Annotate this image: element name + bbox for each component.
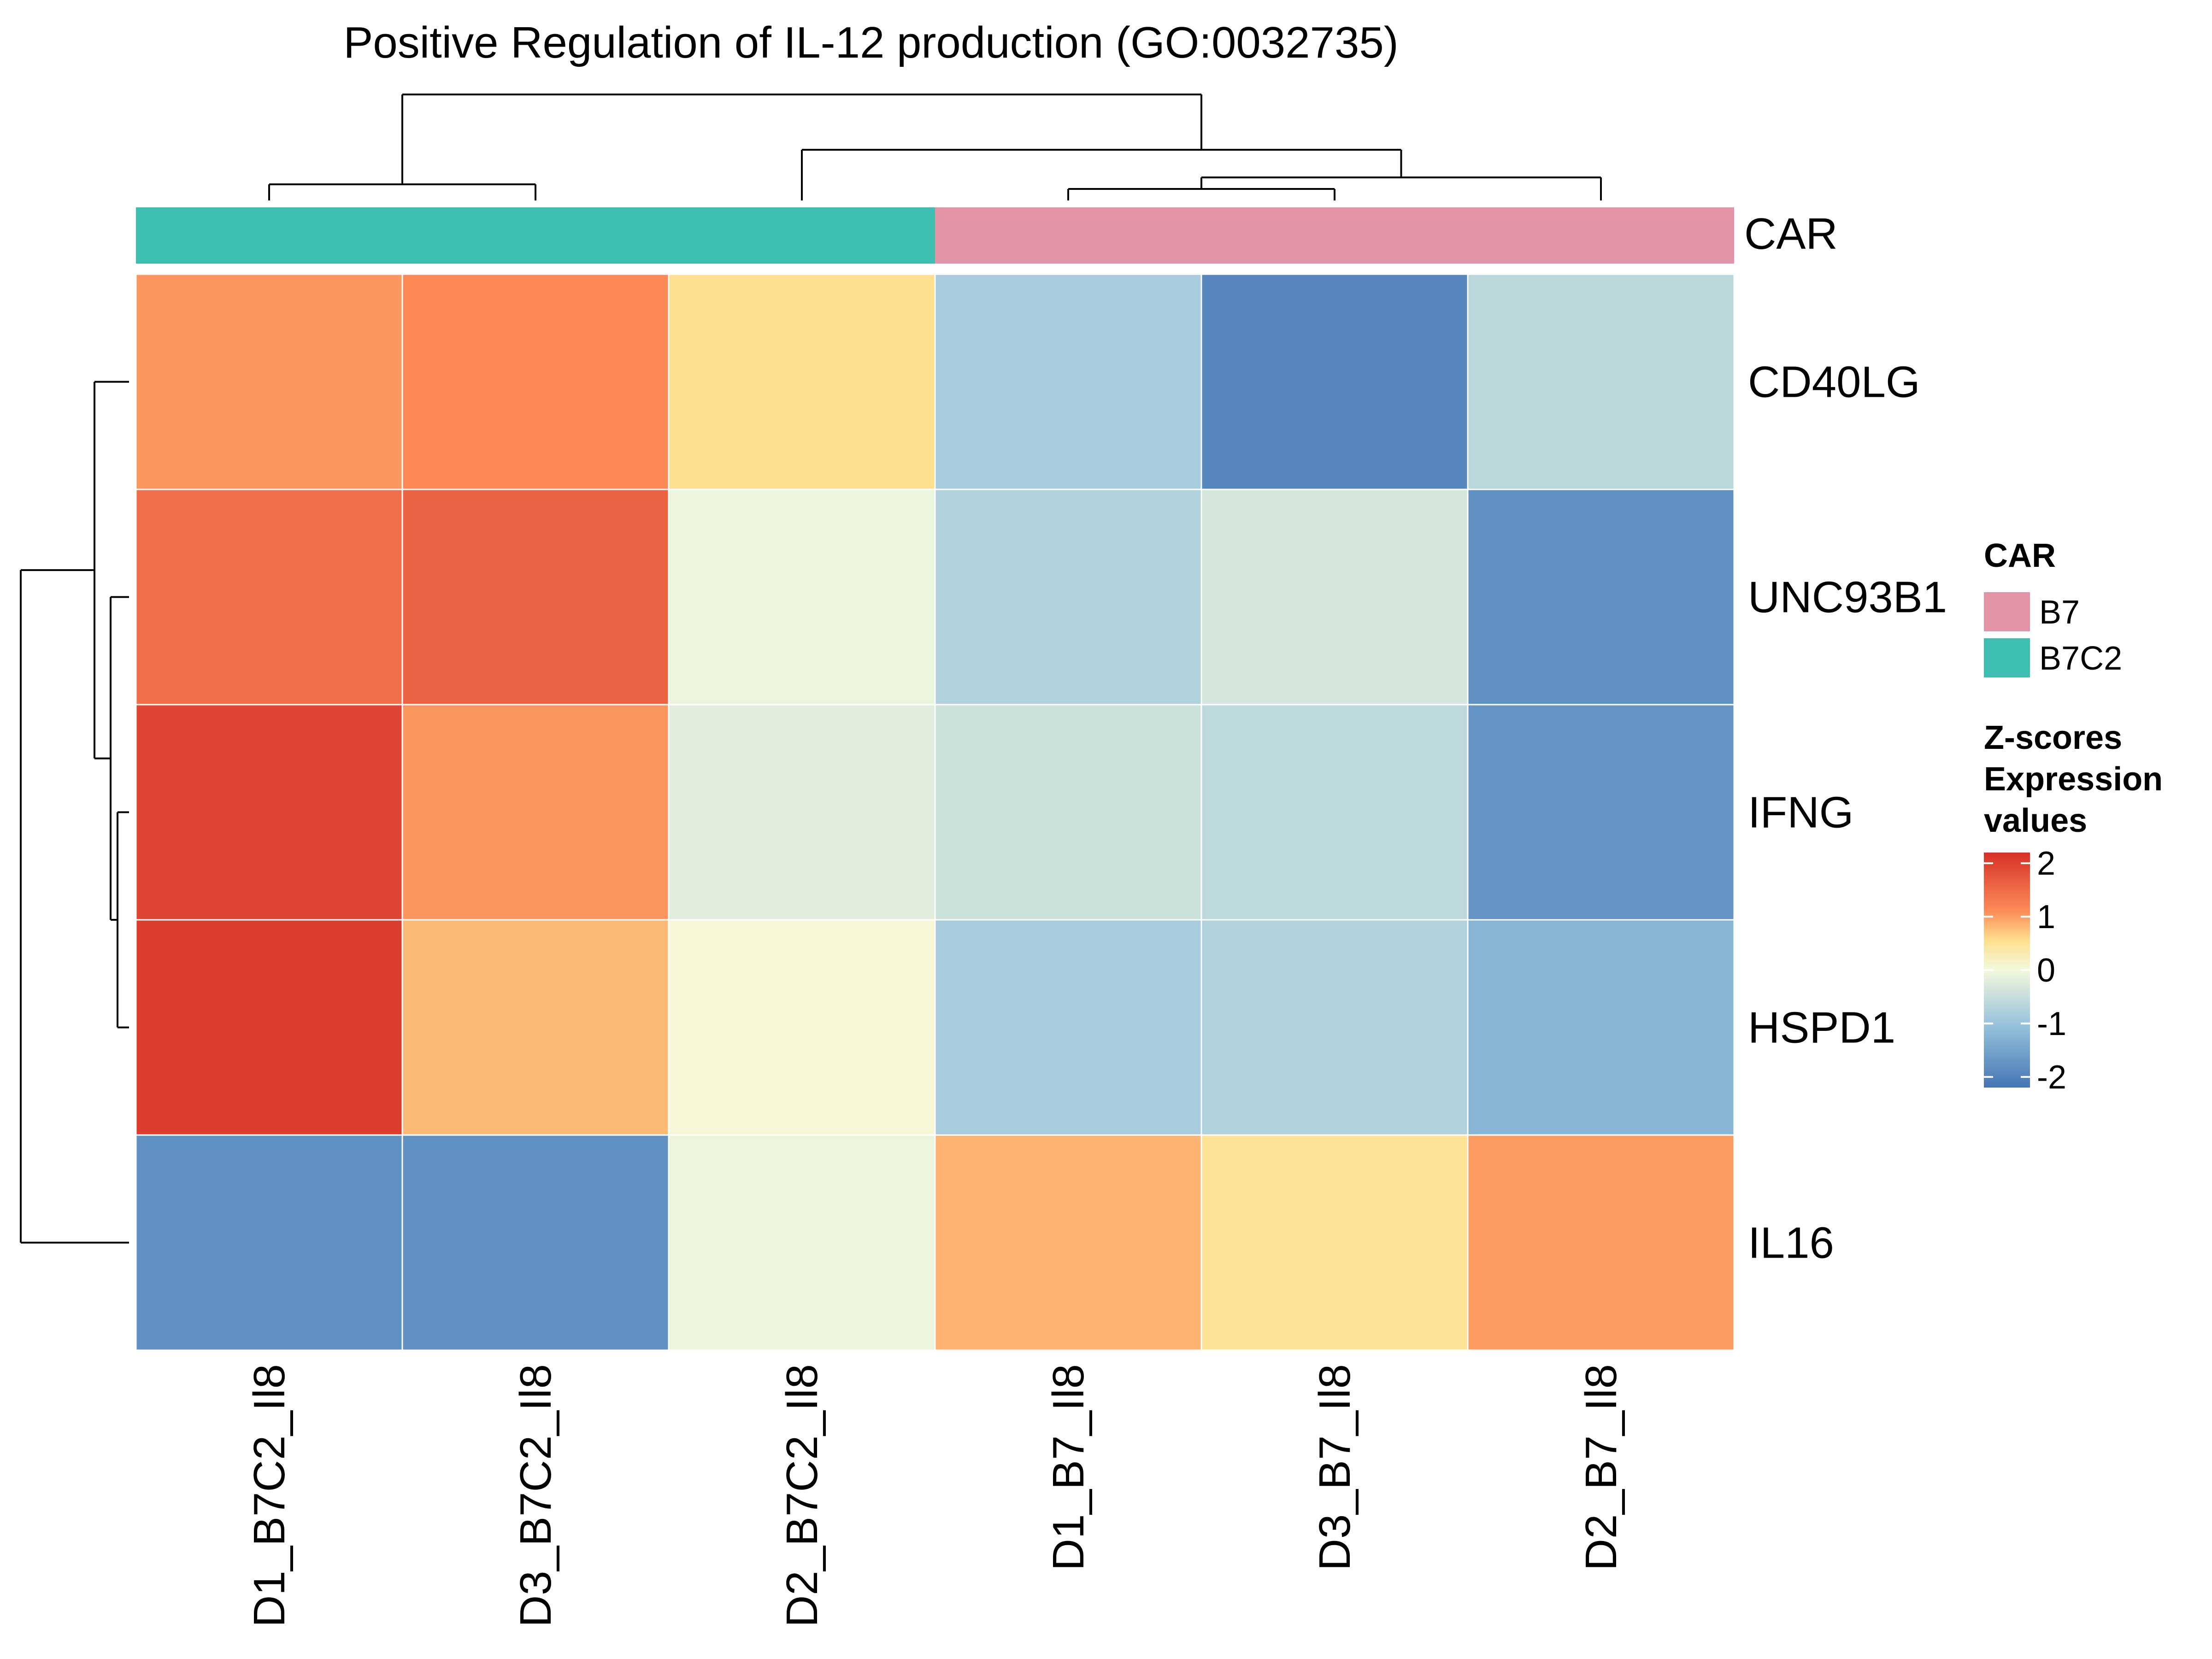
colorbar-tick-label: 2 — [2037, 845, 2055, 882]
heatmap-cell — [401, 273, 670, 490]
car-legend-title: CAR — [1984, 537, 2056, 574]
heatmap-cell — [668, 704, 936, 921]
heatmap-cell — [668, 273, 936, 490]
column-dendrogram — [268, 94, 1602, 200]
heatmap-cell — [668, 1134, 936, 1351]
colorbar-tick-label: -1 — [2037, 1006, 2066, 1042]
heatmap-cell — [135, 273, 403, 490]
zscore-legend-title-line-3: values — [1984, 802, 2087, 839]
row-label: HSPD1 — [1748, 1003, 1895, 1053]
heatmap-cells — [135, 273, 1735, 1351]
heatmap-cell — [668, 919, 936, 1136]
zscore-legend: Z-scores Expression values 2 1 0 -1 -2 — [1984, 719, 2172, 1096]
column-label: D2_B7C2_Il8 — [777, 1364, 827, 1627]
car-legend: CAR B7 B7C2 — [1984, 537, 2122, 677]
annotation-cell — [1201, 207, 1468, 264]
annotation-cell — [669, 207, 935, 264]
row-label: IFNG — [1748, 788, 1853, 837]
heatmap-cell — [1467, 488, 1735, 706]
row-label: UNC93B1 — [1748, 573, 1947, 622]
heatmap-cell — [135, 1134, 403, 1351]
heatmap-cell — [1467, 704, 1735, 921]
annotation-bar-label: CAR — [1744, 209, 1838, 259]
heatmap-cell — [668, 488, 936, 706]
heatmap-cell — [1200, 273, 1469, 490]
car-legend-swatch — [1984, 592, 2030, 631]
row-label: IL16 — [1748, 1218, 1834, 1268]
colorbar-tick-label: 0 — [2037, 952, 2055, 989]
annotation-cell — [935, 207, 1201, 264]
heatmap-cell — [1200, 488, 1469, 706]
car-legend-label: B7 — [2039, 594, 2080, 631]
car-annotation-bar — [136, 207, 1734, 264]
heatmap-cell — [401, 1134, 670, 1351]
heatmap-cell — [401, 704, 670, 921]
zscore-legend-title: Z-scores Expression values — [1984, 719, 2172, 839]
heatmap-cell — [135, 919, 403, 1136]
colorbar-tick-label: 1 — [2037, 899, 2055, 935]
heatmap-cell — [1200, 1134, 1469, 1351]
heatmap-cell — [135, 488, 403, 706]
heatmap-cell — [1200, 704, 1469, 921]
column-label: D1_B7C2_Il8 — [245, 1364, 294, 1627]
heatmap-cell — [401, 919, 670, 1136]
heatmap-cell — [934, 488, 1202, 706]
zscore-legend-title-line-2: Expression — [1984, 761, 2163, 798]
zscore-legend-title-line-1: Z-scores — [1984, 719, 2122, 756]
colorbar-tick-label: -2 — [2037, 1059, 2066, 1096]
annotation-cell — [1468, 207, 1734, 264]
heatmap-cell — [135, 704, 403, 921]
heatmap-cell — [401, 488, 670, 706]
annotation-cell — [136, 207, 402, 264]
heatmap-cell — [934, 919, 1202, 1136]
chart-title: Positive Regulation of IL-12 production … — [343, 18, 1398, 67]
column-label: D3_B7C2_Il8 — [511, 1364, 560, 1627]
column-label: D2_B7_Il8 — [1577, 1364, 1626, 1571]
car-legend-swatch — [1984, 638, 2030, 677]
row-dendrogram — [20, 381, 129, 1244]
heatmap-cell — [1467, 919, 1735, 1136]
column-label: D3_B7_Il8 — [1310, 1364, 1359, 1571]
zscore-ticks: 2 1 0 -1 -2 — [1984, 845, 2066, 1096]
heatmap-cell — [1467, 273, 1735, 490]
heatmap-cell — [934, 704, 1202, 921]
heatmap-cell — [1467, 1134, 1735, 1351]
row-label: CD40LG — [1748, 358, 1920, 407]
car-legend-label: B7C2 — [2039, 640, 2122, 677]
heatmap-cell — [934, 1134, 1202, 1351]
heatmap-cell — [1200, 919, 1469, 1136]
column-label: D1_B7_Il8 — [1044, 1364, 1093, 1571]
annotation-cell — [402, 207, 669, 264]
row-labels: CD40LG UNC93B1 IFNG HSPD1 IL16 — [1748, 358, 1947, 1268]
car-legend-items: B7 B7C2 — [1984, 592, 2122, 677]
column-labels: D1_B7C2_Il8 D3_B7C2_Il8 D2_B7C2_Il8 D1_B7_I… — [245, 1364, 1626, 1627]
heatmap-cell — [934, 273, 1202, 490]
